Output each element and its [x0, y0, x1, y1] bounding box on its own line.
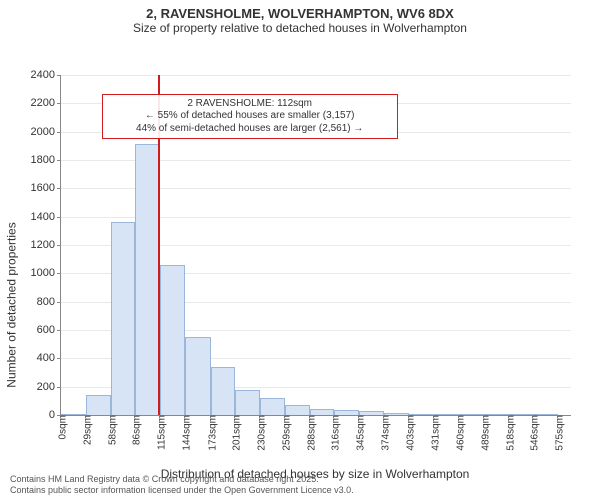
x-tick-label: 518sqm — [501, 415, 516, 451]
annotation-line: 2 RAVENSHOLME: 112sqm — [111, 98, 389, 111]
y-axis-label-text: Number of detached properties — [5, 222, 19, 387]
x-tick-label: 489sqm — [476, 415, 491, 451]
histogram-bar — [160, 265, 185, 415]
x-tick-label: 316sqm — [327, 415, 342, 451]
histogram-bar — [111, 222, 135, 415]
histogram-bar — [211, 367, 235, 415]
annotation-box: 2 RAVENSHOLME: 112sqm← 55% of detached h… — [102, 94, 398, 140]
x-tick-label: 403sqm — [402, 415, 417, 451]
histogram-bar — [260, 398, 285, 415]
x-tick-label: 0sqm — [54, 415, 69, 439]
x-tick-label: 29sqm — [79, 415, 94, 445]
y-tick-label: 1600 — [31, 182, 61, 194]
x-tick-label: 431sqm — [426, 415, 441, 451]
chart-title-line1: 2, RAVENSHOLME, WOLVERHAMPTON, WV6 8DX — [0, 6, 600, 21]
annotation-line: 44% of semi-detached houses are larger (… — [111, 123, 389, 136]
x-tick-label: 115sqm — [153, 415, 168, 450]
x-tick-label: 374sqm — [377, 415, 392, 451]
histogram-bar — [185, 337, 210, 415]
x-tick-label: 230sqm — [252, 415, 267, 451]
chart-title-block: 2, RAVENSHOLME, WOLVERHAMPTON, WV6 8DX S… — [0, 0, 600, 35]
x-tick-label: 86sqm — [128, 415, 143, 445]
y-tick-label: 2400 — [31, 69, 61, 81]
x-tick-label: 173sqm — [203, 415, 218, 451]
chart-area: Number of detached properties 0200400600… — [0, 75, 600, 500]
y-tick-label: 2200 — [31, 97, 61, 109]
x-tick-label: 460sqm — [451, 415, 466, 451]
histogram-bar — [135, 144, 160, 415]
x-tick-label: 575sqm — [551, 415, 566, 451]
x-tick-label: 58sqm — [104, 415, 119, 445]
y-tick-label: 1400 — [31, 211, 61, 223]
x-tick-label: 201sqm — [227, 415, 242, 451]
y-tick-label: 1800 — [31, 154, 61, 166]
y-tick-label: 800 — [37, 296, 61, 308]
y-axis-label: Number of detached properties — [4, 75, 20, 500]
plot: 0200400600800100012001400160018002000220… — [60, 75, 571, 416]
chart-title-line2: Size of property relative to detached ho… — [0, 21, 600, 35]
footer-attribution: Contains HM Land Registry data © Crown c… — [10, 474, 354, 497]
annotation-line: ← 55% of detached houses are smaller (3,… — [111, 110, 389, 123]
x-tick-label: 144sqm — [178, 415, 193, 451]
x-tick-label: 345sqm — [352, 415, 367, 451]
x-tick-label: 259sqm — [277, 415, 292, 451]
histogram-bar — [285, 405, 310, 415]
y-tick-label: 400 — [37, 352, 61, 364]
y-tick-label: 200 — [37, 381, 61, 393]
footer-line1: Contains HM Land Registry data © Crown c… — [10, 474, 354, 485]
x-tick-label: 288sqm — [302, 415, 317, 451]
y-tick-label: 1000 — [31, 267, 61, 279]
footer-line2: Contains public sector information licen… — [10, 485, 354, 496]
histogram-bar — [86, 395, 111, 415]
y-tick-label: 1200 — [31, 239, 61, 251]
x-tick-label: 546sqm — [525, 415, 540, 451]
y-tick-label: 2000 — [31, 126, 61, 138]
histogram-bar — [235, 390, 260, 416]
plot-container: 0200400600800100012001400160018002000220… — [60, 75, 571, 416]
gridline — [61, 75, 571, 76]
y-tick-label: 600 — [37, 324, 61, 336]
